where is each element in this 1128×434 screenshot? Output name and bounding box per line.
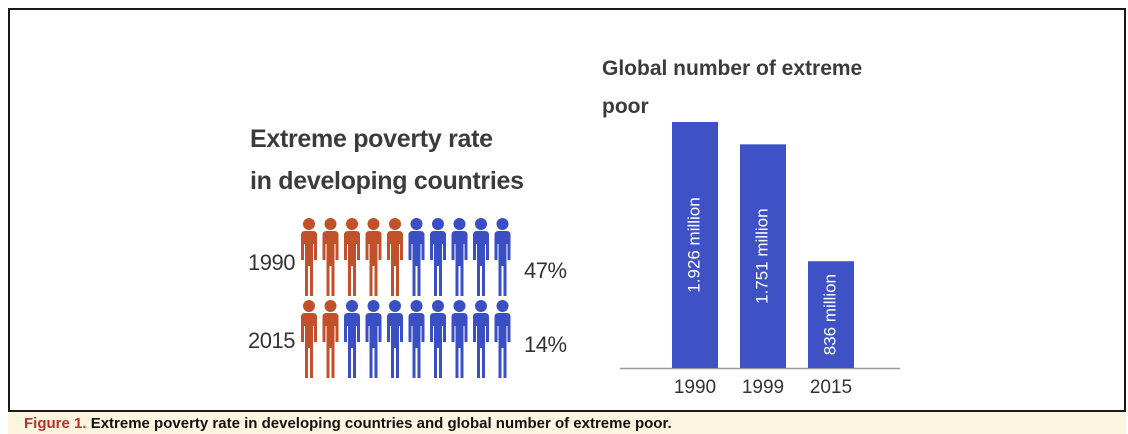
x-tick-label-1990: 1990 — [674, 377, 716, 398]
bar-1990 — [672, 122, 718, 368]
person-icon-nonpoor — [473, 300, 489, 378]
person-icon-nonpoor — [430, 218, 446, 296]
bar-value-label-1990: 1.926 million — [684, 197, 703, 292]
person-icon-nonpoor — [408, 218, 425, 296]
figure-caption: Figure 1. Extreme poverty rate in develo… — [24, 415, 672, 432]
person-icon-poor — [322, 300, 339, 378]
person-icon-poor — [301, 300, 317, 378]
extreme-poor-title-line-2: poor — [602, 95, 649, 118]
person-icon-nonpoor — [387, 300, 403, 378]
row-year-1990: 1990 — [248, 250, 295, 275]
pictogram-chart — [301, 218, 511, 378]
figure-frame — [8, 8, 1126, 432]
person-icon-poor — [301, 218, 317, 296]
row-year-2015: 2015 — [248, 328, 295, 353]
person-icon-nonpoor — [494, 300, 511, 378]
person-icon-nonpoor — [494, 218, 511, 296]
extreme-poor-title: Global number of extreme poor — [602, 50, 862, 126]
figure-label: Figure 1. — [24, 415, 87, 432]
bar-chart: 1.926 million 1990 1.751 million 1999 836 mi… — [620, 122, 900, 398]
x-tick-label-1999: 1999 — [742, 377, 784, 398]
person-icon-nonpoor — [473, 218, 489, 296]
person-icon-nonpoor — [344, 300, 360, 378]
person-icon-nonpoor — [451, 218, 468, 296]
bar-value-label-2015: 836 million — [820, 274, 839, 355]
person-icon-poor — [365, 218, 382, 296]
figure-caption-text: Extreme poverty rate in developing count… — [90, 415, 672, 432]
person-icon-nonpoor — [451, 300, 468, 378]
caption-bar: Figure 1. Extreme poverty rate in develo… — [8, 410, 1126, 434]
person-icon-poor — [322, 218, 339, 296]
extreme-poor-title-line-1: Global number of extreme — [602, 57, 863, 80]
row-pct-1990: 47% — [524, 258, 567, 283]
row-pct-2015: 14% — [524, 332, 567, 357]
poverty-rate-title-line-2: in developing countries — [250, 167, 524, 195]
bar-value-label-1999: 1.751 million — [752, 208, 771, 303]
poverty-rate-title-line-1: Extreme poverty rate — [250, 125, 493, 153]
bar-1999 — [740, 144, 786, 368]
bar-2015 — [808, 261, 854, 368]
person-icon-nonpoor — [430, 300, 446, 378]
person-icon-poor — [344, 218, 360, 296]
person-icon-nonpoor — [408, 300, 425, 378]
x-tick-label-2015: 2015 — [810, 377, 852, 398]
person-icon-nonpoor — [365, 300, 382, 378]
person-icon-poor — [387, 218, 403, 296]
poverty-rate-title: Extreme poverty rate in developing count… — [250, 118, 524, 202]
